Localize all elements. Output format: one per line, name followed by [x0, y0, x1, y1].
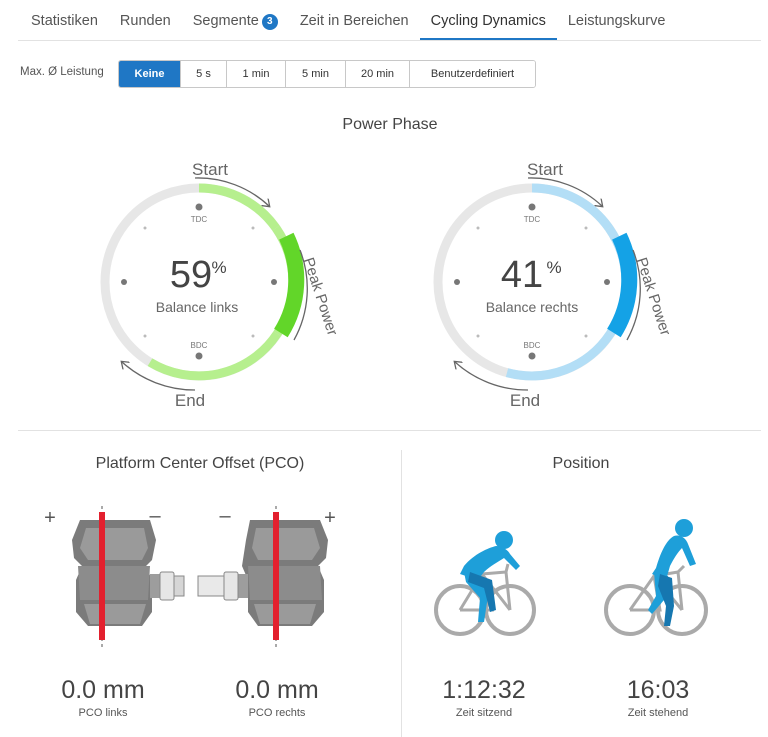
tab-label: Segmente — [192, 13, 259, 29]
right-balance-unit: % — [546, 258, 561, 277]
option-20min[interactable]: 20 min — [345, 61, 409, 87]
peak-arrow — [293, 249, 308, 341]
right-peak-arc — [607, 232, 638, 338]
tab-runden[interactable]: Runden — [109, 0, 182, 39]
position-illustration — [434, 519, 708, 636]
bdc-label: BDC — [524, 341, 541, 350]
pco-right-label: PCO rechts — [248, 707, 306, 719]
seated-time-label: Zeit sitzend — [455, 707, 513, 719]
option-keine[interactable]: Keine — [119, 61, 180, 87]
left-peak-arc — [274, 232, 305, 338]
peak-power-label: Peak Power — [300, 256, 341, 338]
dial-dot — [251, 226, 255, 230]
start-arrow — [194, 177, 269, 206]
option-1min[interactable]: 1 min — [226, 61, 285, 87]
option-5s[interactable]: 5 s — [180, 61, 226, 87]
tab-zeit-in-bereichen[interactable]: Zeit in Bereichen — [289, 0, 420, 39]
standing-time-value: 16:03 — [626, 676, 690, 704]
tab-bar: Statistiken Runden Segmente 3 Zeit in Ber… — [18, 0, 761, 41]
right-pco-marker — [273, 512, 279, 640]
bdc-dot — [528, 352, 536, 360]
segment-count-badge: 3 — [261, 14, 278, 30]
dial-dot — [584, 226, 588, 230]
tab-statistiken[interactable]: Statistiken — [18, 0, 109, 39]
tab-label: Cycling Dynamics — [430, 13, 546, 29]
end-label: End — [510, 391, 540, 410]
left-pedal-icon: + – — [44, 505, 185, 650]
dial-dot — [271, 279, 277, 285]
position-title: Position — [552, 455, 610, 472]
bdc-label: BDC — [191, 341, 208, 350]
bdc-dot — [195, 352, 203, 360]
column-divider — [401, 450, 402, 737]
tab-label: Leistungskurve — [567, 13, 666, 29]
pco-pedal-illustration: + – – + — [44, 505, 336, 650]
right-phase-arc — [531, 183, 613, 231]
seated-time-value: 1:12:32 — [442, 676, 526, 704]
dial-dot — [454, 279, 460, 285]
minus-sign: – — [149, 505, 161, 527]
option-benutzerdefiniert[interactable]: Benutzerdefiniert — [409, 61, 535, 87]
tdc-dot — [195, 203, 203, 211]
pco-title: Platform Center Offset (PCO) — [95, 455, 305, 472]
standing-rider-icon — [604, 519, 708, 636]
option-5min[interactable]: 5 min — [285, 61, 345, 87]
plus-sign: + — [324, 507, 336, 529]
left-power-phase-dial: TDC BDC 59 % Balance links Start End Pea… — [100, 160, 341, 410]
power-phase-title: Power Phase — [342, 116, 438, 133]
left-balance-label: Balance links — [156, 299, 239, 315]
section-divider — [18, 430, 761, 431]
right-phase-arc-end — [505, 331, 614, 381]
tab-leistungskurve[interactable]: Leistungskurve — [557, 0, 677, 39]
peak-arrow — [626, 249, 641, 341]
max-power-segmented-control: Keine 5 s 1 min 5 min 20 min Benutzerdef… — [118, 60, 536, 88]
tab-segmente[interactable]: Segmente 3 — [182, 0, 289, 39]
left-pco-marker — [99, 512, 105, 640]
pco-left-value: 0.0 mm — [61, 676, 145, 704]
dial-dot — [143, 226, 147, 230]
seated-rider-icon — [434, 531, 536, 636]
power-phase-charts: TDC BDC 59 % Balance links Start End Pea… — [100, 160, 674, 410]
pco-right-value: 0.0 mm — [235, 676, 319, 704]
left-balance-unit: % — [211, 258, 226, 277]
end-arrow — [122, 362, 196, 391]
start-label: Start — [527, 160, 563, 179]
pco-left-label: PCO links — [78, 707, 128, 719]
dial-dot — [251, 334, 255, 338]
dial-dot — [143, 334, 147, 338]
tdc-label: TDC — [524, 215, 541, 224]
tab-label: Zeit in Bereichen — [299, 13, 409, 29]
start-label: Start — [192, 160, 228, 179]
max-power-label: Max. Ø Leistung — [20, 66, 104, 78]
dial-dot — [584, 334, 588, 338]
dial-dot — [476, 334, 480, 338]
left-balance-value: 59 — [170, 254, 212, 296]
tdc-dot — [528, 203, 536, 211]
right-pedal-icon: – + — [197, 505, 336, 650]
right-balance-value: 41 — [501, 254, 543, 296]
left-phase-arc — [198, 183, 280, 231]
right-power-phase-dial: TDC BDC 41 % Balance rechts Start End Pe… — [433, 160, 674, 410]
minus-sign: – — [219, 505, 231, 527]
tab-label: Runden — [119, 13, 171, 29]
dial-dot — [121, 279, 127, 285]
peak-power-label: Peak Power — [633, 256, 674, 338]
tab-label: Statistiken — [31, 13, 98, 29]
end-arrow — [455, 362, 529, 391]
end-label: End — [175, 391, 205, 410]
left-phase-arc-end — [147, 331, 281, 381]
tdc-label: TDC — [191, 215, 208, 224]
dial-dot — [476, 226, 480, 230]
start-arrow — [527, 177, 602, 206]
plus-sign: + — [44, 507, 56, 529]
right-balance-label: Balance rechts — [486, 299, 579, 315]
tab-cycling-dynamics[interactable]: Cycling Dynamics — [419, 0, 557, 40]
dial-dot — [604, 279, 610, 285]
standing-time-label: Zeit stehend — [627, 707, 689, 719]
